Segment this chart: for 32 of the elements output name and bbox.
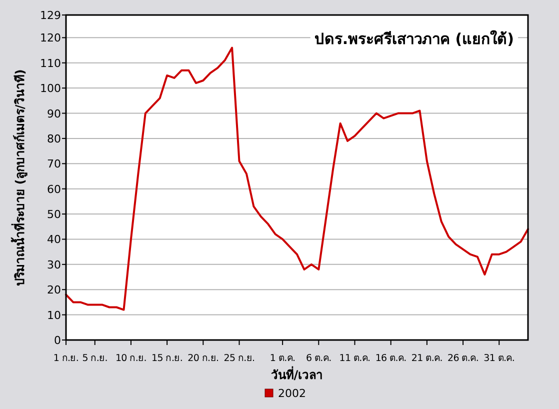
legend-label: 2002	[278, 387, 306, 400]
x-tick-label: 31 ต.ค.	[484, 353, 515, 364]
line-series	[65, 46, 529, 311]
y-tick-label: 40	[47, 233, 61, 246]
x-tick-label: 10 ก.ย.	[115, 353, 146, 364]
x-tick-label: 15 ก.ย.	[152, 353, 183, 364]
y-tick-label: 20	[47, 284, 61, 297]
x-tick-label: 21 ต.ค.	[411, 353, 442, 364]
x-tick-label: 6 ต.ค.	[306, 353, 332, 364]
y-tick-label: 80	[47, 132, 61, 146]
y-tick-label: 60	[47, 182, 61, 196]
x-tick-label: 5 ก.ย.	[82, 353, 108, 364]
text: ปดร.พระศรีเสาวภาค (แยกใต้)	[314, 30, 514, 48]
y-axis-title: ปริมาณน้ำที่ระบาย (ลูกบาศก์เมตร/วินาที)	[10, 69, 28, 286]
y-tick-label: 70	[47, 158, 61, 171]
y-tick-label: 30	[47, 258, 61, 272]
y-tick-label: 90	[47, 107, 61, 120]
x-tick-label: 1 ต.ค.	[270, 353, 296, 364]
y-tick-label: 100	[40, 82, 61, 96]
y-tick-label: 129	[40, 9, 61, 22]
x-tick-label: 16 ต.ค.	[375, 353, 406, 364]
y-tick-label: 120	[40, 32, 61, 45]
x-tick-label: 25 ก.ย.	[224, 353, 255, 364]
y-tick-label: 50	[47, 208, 61, 222]
x-tick-label: 11 ต.ค.	[339, 353, 370, 364]
y-tick-label: 0	[54, 334, 61, 347]
x-tick-label: 20 ก.ย.	[188, 353, 219, 364]
y-tick-label: 110	[40, 56, 61, 70]
y-tick-label: 10	[47, 308, 61, 322]
x-tick-label: 1 ก.ย.	[53, 353, 79, 364]
x-tick-label: 26 ต.ค.	[448, 353, 479, 364]
x-axis-title: วันที่/เวลา	[270, 366, 324, 382]
